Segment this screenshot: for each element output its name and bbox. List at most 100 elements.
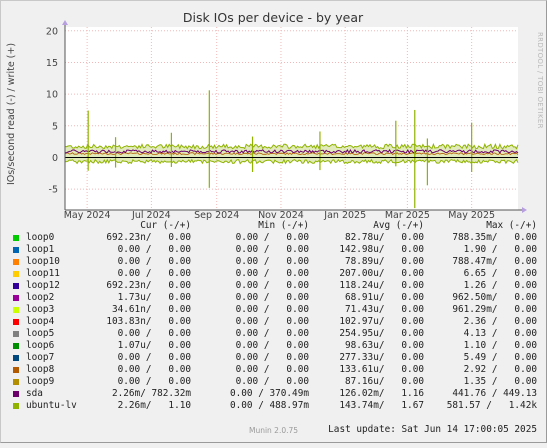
series-name: loop3 (26, 304, 55, 315)
value-cur: 0.00 / 0.00 (117, 256, 191, 267)
value-min: 0.00 / 0.00 (235, 256, 309, 267)
series-name: ubuntu-lv (26, 400, 77, 411)
last-update-row: Last update: Sat Jun 14 17:00:05 2025 (12, 412, 537, 435)
x-tick-label: Jul 2024 (131, 210, 171, 221)
value-min: 0.00 / 0.00 (235, 316, 309, 327)
y-tick-label: 10 (46, 90, 58, 101)
value-cur: 1.73u/ 0.00 (117, 292, 191, 303)
series-name: loop4 (26, 316, 55, 327)
value-min: 0.00 / 0.00 (235, 364, 309, 375)
value-min: 0.00 / 0.00 (235, 280, 309, 291)
series-swatch (13, 283, 19, 289)
series-name: loop10 (26, 256, 60, 267)
value-max: 4.13 / 0.00 (463, 328, 537, 339)
series-swatch (13, 391, 19, 397)
value-avg: 98.63u/ 0.00 (344, 340, 424, 351)
plot-area (65, 27, 518, 210)
value-avg: 71.43u/ 0.00 (344, 304, 424, 315)
value-avg: 102.97u/ 0.00 (339, 316, 424, 327)
value-cur: 2.26m/ 1.10 (117, 400, 191, 411)
value-avg: 133.61u/ 0.00 (339, 364, 424, 375)
value-max: 2.36 / 0.00 (463, 316, 537, 327)
value-max: 788.35m/ 0.00 (452, 232, 537, 243)
series-name: loop12 (26, 280, 60, 291)
legend-row: loop4 103.83n/ 0.00 0.00 / 0.00 102.97u/ 0.… (12, 316, 537, 328)
value-cur: 2.26m/ 782.32m (111, 388, 191, 399)
value-avg: 277.33u/ 0.00 (339, 352, 424, 363)
value-avg: 254.95u/ 0.00 (339, 328, 424, 339)
x-axis-arrow (522, 207, 527, 213)
x-tick-label: Nov 2024 (258, 210, 304, 221)
series-name: loop6 (26, 340, 55, 351)
series-swatch (13, 355, 19, 361)
legend-row: loop12 692.23n/ 0.00 0.00 / 0.00 118.24u/ 0… (12, 280, 537, 292)
x-tick-label: Sep 2024 (194, 210, 239, 221)
x-tick-label: May 2024 (64, 210, 111, 221)
sda-write-line (64, 148, 519, 154)
series-swatch (13, 259, 19, 265)
value-cur: 0.00 / 0.00 (117, 364, 191, 375)
value-min: 0.00 / 0.00 (235, 376, 309, 387)
value-avg: 68.91u/ 0.00 (344, 292, 424, 303)
x-tick-label: May 2025 (448, 210, 495, 221)
value-cur: 0.00 / 0.00 (117, 376, 191, 387)
legend-row: loop8 0.00 / 0.00 0.00 / 0.00 133.61u/ 0.00… (12, 364, 537, 376)
y-tick-label: 5 (52, 121, 58, 132)
series-swatch (13, 403, 19, 409)
last-update: Last update: Sat Jun 14 17:00:05 2025 (328, 424, 537, 435)
rrdtool-credit: RRDTOOL / TOBI OETIKER (536, 32, 544, 129)
value-min: 0.00 / 0.00 (235, 292, 309, 303)
header-cur: Cur (-/+) (140, 220, 191, 231)
value-cur: 103.83n/ 0.00 (106, 316, 191, 327)
y-axis-arrow (62, 20, 68, 25)
series-swatch (13, 319, 19, 325)
series-name: loop1 (26, 244, 55, 255)
value-cur: 0.00 / 0.00 (117, 328, 191, 339)
value-cur: 0.00 / 0.00 (117, 268, 191, 279)
value-min: 0.00 / 370.49m (229, 388, 309, 399)
value-min: 0.00 / 0.00 (235, 244, 309, 255)
value-avg: 78.89u/ 0.00 (344, 256, 424, 267)
series-swatch (13, 247, 19, 253)
series-swatch (13, 343, 19, 349)
value-max: 441.76 / 449.13 (452, 388, 537, 399)
y-axis-label: IOs/second read (-) / write (+) (6, 43, 17, 185)
legend-row: loop11 0.00 / 0.00 0.00 / 0.00 207.00u/ 0.0… (12, 268, 537, 280)
value-max: 962.50m/ 0.00 (452, 292, 537, 303)
legend-row: loop2 1.73u/ 0.00 0.00 / 0.00 68.91u/ 0.00 9… (12, 292, 537, 304)
series-name: loop7 (26, 352, 55, 363)
value-max: 1.26 / 0.00 (463, 280, 537, 291)
legend-row: loop0 692.23n/ 0.00 0.00 / 0.00 82.78u/ 0.0… (12, 232, 537, 244)
legend-row: loop10 0.00 / 0.00 0.00 / 0.00 78.89u/ 0.00… (12, 256, 537, 268)
legend-row: loop7 0.00 / 0.00 0.00 / 0.00 277.33u/ 0.00… (12, 352, 537, 364)
y-tick-label: 20 (46, 26, 58, 37)
value-avg: 118.24u/ 0.00 (339, 280, 424, 291)
ubuntu-lv-write-line (64, 142, 519, 150)
legend-row: loop3 34.61n/ 0.00 0.00 / 0.00 71.43u/ 0.00… (12, 304, 537, 316)
value-avg: 142.98u/ 0.00 (339, 244, 424, 255)
y-tick-label: -5 (49, 185, 58, 196)
y-tick-label: 15 (46, 58, 58, 69)
value-cur: 0.00 / 0.00 (117, 244, 191, 255)
ubuntu-lv-read-line (64, 158, 519, 165)
series-swatch (13, 295, 19, 301)
series-swatch (13, 331, 19, 337)
x-tick-label: Jan 2025 (323, 210, 366, 221)
value-max: 961.29m/ 0.00 (452, 304, 537, 315)
chart-title: Disk IOs per device - by year (183, 10, 364, 25)
series-name: loop11 (26, 268, 60, 279)
value-avg: 82.78u/ 0.00 (344, 232, 424, 243)
legend-table: Cur (-/+) Min (-/+) Avg (-/+) Max (-/+) … (12, 220, 537, 435)
legend-header: Cur (-/+) Min (-/+) Avg (-/+) Max (-/+) (12, 220, 537, 232)
value-min: 0.00 / 0.00 (235, 304, 309, 315)
loop-series-line (64, 152, 519, 156)
legend-row: loop9 0.00 / 0.00 0.00 / 0.00 87.16u/ 0.00 1… (12, 376, 537, 388)
value-max: 6.65 / 0.00 (463, 268, 537, 279)
legend-row: loop6 1.07u/ 0.00 0.00 / 0.00 98.63u/ 0.00 1… (12, 340, 537, 352)
value-min: 0.00 / 0.00 (235, 328, 309, 339)
header-max: Max (-/+) (486, 220, 537, 231)
value-cur: 692.23n/ 0.00 (106, 280, 191, 291)
header-avg: Avg (-/+) (373, 220, 424, 231)
value-cur: 1.07u/ 0.00 (117, 340, 191, 351)
value-max: 1.35 / 0.00 (463, 376, 537, 387)
